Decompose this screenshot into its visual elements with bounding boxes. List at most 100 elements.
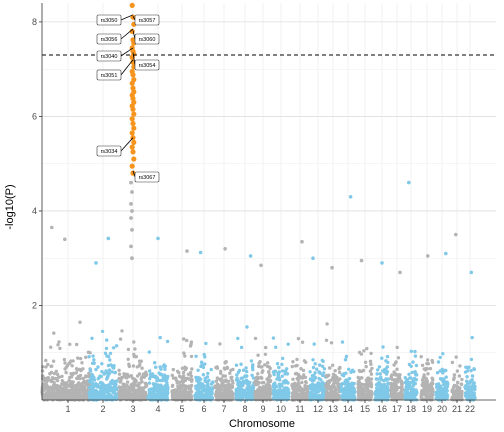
data-point (129, 374, 133, 378)
data-point (111, 389, 116, 393)
data-point (304, 360, 308, 364)
data-point (254, 392, 259, 396)
data-point (347, 376, 352, 381)
data-point (207, 378, 211, 383)
data-point (261, 392, 266, 397)
annotation-box (134, 14, 160, 26)
data-point (112, 346, 116, 350)
data-point (271, 336, 276, 340)
data-point (251, 376, 256, 380)
data-point (181, 374, 186, 378)
data-point (437, 396, 441, 400)
data-point (100, 329, 105, 334)
data-point (419, 355, 423, 359)
data-point (459, 382, 463, 386)
data-point (426, 372, 430, 376)
annotation-box (134, 171, 160, 183)
data-point (81, 376, 85, 381)
data-point (466, 396, 470, 401)
data-point (58, 346, 62, 351)
data-point (325, 374, 329, 379)
data-point (452, 383, 457, 388)
x-tick-label: 5 (179, 404, 184, 414)
data-point (222, 366, 227, 370)
data-point (384, 367, 388, 371)
data-point (218, 342, 222, 346)
annotation-connector (132, 52, 136, 66)
data-point (436, 390, 440, 394)
data-point (134, 393, 138, 397)
annotation-box (96, 145, 122, 157)
data-point (346, 386, 351, 391)
data-point (263, 352, 268, 356)
data-point (44, 376, 48, 381)
data-point (342, 372, 346, 376)
data-point (267, 370, 271, 374)
data-point (219, 369, 223, 373)
data-point (409, 349, 413, 353)
data-point (41, 382, 45, 386)
data-point (283, 386, 288, 390)
data-point (259, 375, 263, 379)
data-point-top (398, 270, 402, 275)
data-point (257, 386, 262, 390)
data-point (395, 345, 399, 350)
data-point (194, 354, 198, 358)
data-point (142, 375, 146, 379)
data-point (214, 365, 218, 370)
data-point (331, 372, 336, 377)
data-point (358, 381, 362, 385)
data-point (245, 325, 249, 329)
data-point (299, 394, 304, 398)
y-axis-title: -log10(P) (4, 184, 16, 229)
data-point (210, 396, 214, 400)
data-point (100, 362, 104, 366)
data-point (117, 372, 122, 376)
data-point (54, 369, 58, 373)
data-point (317, 385, 321, 389)
data-point (46, 391, 50, 396)
data-point (186, 372, 190, 376)
data-point (223, 360, 227, 365)
data-point (227, 379, 231, 384)
data-point (271, 385, 276, 389)
y-tick-label: 2 (32, 300, 37, 310)
data-point (282, 389, 286, 393)
data-point (61, 380, 65, 384)
data-point (285, 367, 289, 371)
data-point (131, 364, 136, 368)
data-point (304, 380, 308, 385)
data-point (363, 360, 368, 364)
data-point (70, 384, 74, 389)
data-point (184, 384, 188, 388)
data-point (300, 380, 304, 385)
data-point (93, 389, 97, 393)
data-point (165, 391, 169, 396)
data-point (201, 388, 205, 393)
data-point-top (106, 236, 111, 241)
data-point (231, 381, 235, 385)
data-point (78, 376, 82, 381)
data-point (69, 392, 73, 396)
data-point (253, 336, 258, 341)
data-point (223, 386, 227, 390)
data-point (268, 379, 272, 384)
data-point (42, 386, 47, 391)
data-point (294, 388, 299, 392)
data-point (103, 351, 108, 355)
data-point (64, 390, 68, 395)
data-point (189, 374, 193, 378)
data-point (140, 380, 144, 384)
data-point (251, 367, 255, 372)
data-point (422, 367, 426, 371)
data-point (224, 379, 228, 383)
data-point (127, 364, 131, 368)
data-point (389, 381, 393, 386)
data-point (133, 347, 137, 351)
data-point (362, 349, 366, 353)
x-tick-label: 18 (406, 404, 416, 414)
data-point (343, 379, 347, 383)
data-point (452, 394, 456, 398)
data-point (75, 383, 79, 387)
data-point (174, 376, 178, 380)
